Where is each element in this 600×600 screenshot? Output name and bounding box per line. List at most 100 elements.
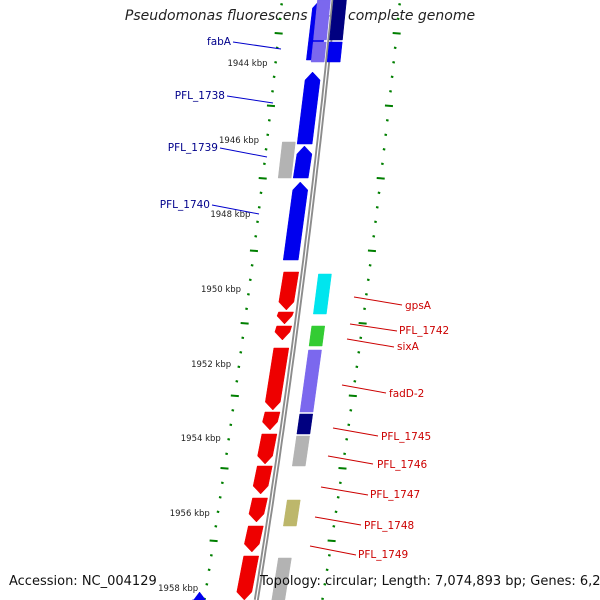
inner-ring-tick xyxy=(231,409,235,412)
outer-ring-tick xyxy=(376,177,385,180)
outer-ring-tick xyxy=(377,191,381,195)
outer-ring-tick xyxy=(372,235,376,238)
cog-track-10 xyxy=(291,435,310,467)
gene-gpsA-feature xyxy=(278,271,300,311)
inner-ring-tick xyxy=(271,90,274,93)
outer-ring-tick xyxy=(336,496,340,499)
inner-ring-tick xyxy=(259,191,263,195)
outer-ring-tick xyxy=(358,322,367,325)
inner-ring-tick xyxy=(239,351,243,354)
gene-label-leader xyxy=(211,204,260,215)
gene-next-feature xyxy=(236,555,260,600)
gene-sixA-feature xyxy=(274,325,293,341)
inner-ring-tick xyxy=(258,177,267,180)
cog-track-6 xyxy=(313,273,332,315)
outer-ring-tick xyxy=(325,568,329,572)
outer-ring-tick xyxy=(374,220,377,224)
outer-ring-tick xyxy=(384,133,388,137)
cog-track-9 xyxy=(296,413,314,435)
scale-label: 1952 kbp xyxy=(191,360,231,370)
inner-ring-tick xyxy=(267,119,271,122)
scale-label: 1950 kbp xyxy=(201,285,241,295)
inner-ring-tick xyxy=(256,220,259,224)
scale-label: 1946 kbp xyxy=(219,136,259,146)
gene-PFL_1738-feature xyxy=(296,71,321,145)
outer-ring-tick xyxy=(345,438,349,441)
inner-ring-tick xyxy=(280,3,284,6)
inner-ring-tick xyxy=(230,394,239,398)
inner-ring-tick xyxy=(235,380,239,383)
inner-ring-tick xyxy=(264,148,268,151)
gene-fadD-2-feature xyxy=(265,347,290,411)
inner-ring-tick xyxy=(254,235,258,238)
outer-ring-tick xyxy=(385,119,389,122)
outer-ring-tick xyxy=(380,162,384,166)
scale-label: 1948 kbp xyxy=(210,210,250,220)
tick-ring-group xyxy=(203,3,402,600)
gene-label-leader xyxy=(314,516,362,526)
inner-ring-tick xyxy=(274,61,278,64)
outer-ring-tick xyxy=(338,467,347,470)
inner-ring-tick xyxy=(275,46,279,50)
inner-ring-tick xyxy=(278,17,282,21)
inner-ring-tick xyxy=(209,554,213,557)
inner-ring-tick xyxy=(227,438,231,441)
inner-ring-tick xyxy=(214,525,218,528)
outer-ring-tick xyxy=(366,278,370,282)
gene-label-leader xyxy=(349,323,398,332)
outer-ring-tick xyxy=(349,409,353,412)
gene-label-PFL_1749: PFL_1749 xyxy=(358,549,408,561)
outer-ring-tick xyxy=(338,481,342,485)
outer-ring-tick xyxy=(327,554,331,557)
cog-track-11 xyxy=(283,499,301,527)
outer-ring-tick xyxy=(392,32,401,35)
cog-track-7 xyxy=(308,325,326,347)
inner-ring-tick xyxy=(229,423,233,427)
outer-ring-tick xyxy=(363,307,366,311)
inner-ring-tick xyxy=(266,133,270,137)
gene-label-PFL_1745: PFL_1745 xyxy=(381,431,431,443)
inner-ring-tick xyxy=(220,481,224,485)
gene-label-PFL_1740: PFL_1740 xyxy=(160,199,210,211)
inner-ring-tick xyxy=(218,496,222,499)
inner-ring-tick xyxy=(266,104,276,108)
cog-track-4 xyxy=(310,41,327,63)
gene-PFL_1749-feature xyxy=(244,525,264,553)
outer-ring-tick xyxy=(384,104,394,108)
outer-ring-tick xyxy=(368,264,372,267)
outer-ring-tick xyxy=(367,249,377,253)
outer-ring-tick xyxy=(375,206,379,209)
gene-PFL_1746-feature xyxy=(257,433,278,465)
inner-ring-tick xyxy=(245,307,248,311)
outer-ring-tick xyxy=(393,46,397,50)
inner-ring-tick xyxy=(274,32,283,35)
gene-label-PFL_1738: PFL_1738 xyxy=(175,90,225,102)
gene-label-group: fabA PFL_1738 PFL_1739 PFL_1740 gpsA PFL_1742… xyxy=(160,36,449,561)
gene-label-fabA: fabA xyxy=(207,36,232,48)
outer-ring-tick xyxy=(343,452,347,456)
outer-ring-tick xyxy=(359,336,363,340)
feature-track-group xyxy=(192,0,347,600)
outer-ring-tick xyxy=(323,583,327,586)
gene-label-PFL_1748: PFL_1748 xyxy=(364,520,414,532)
gene-label-PFL_1742: PFL_1742 xyxy=(399,325,449,337)
inner-ring-tick xyxy=(246,293,250,296)
scale-label: 1944 kbp xyxy=(227,59,267,69)
gene-label-leader xyxy=(232,41,282,50)
outer-ring-tick xyxy=(321,597,324,600)
scale-label-group: 1944 kbp 1946 kbp 1948 kbp 1950 kbp 1952 kbp… xyxy=(158,59,267,594)
backbone-highlight xyxy=(255,0,335,600)
gene-label-fadD-2: fadD-2 xyxy=(389,388,424,400)
scale-label: 1956 kbp xyxy=(170,509,210,519)
gene-label-leader xyxy=(341,384,387,394)
gene-label-sixA: sixA xyxy=(397,341,420,353)
cog-track-3 xyxy=(326,41,343,63)
gene-lower-feature xyxy=(192,591,206,600)
outer-ring-tick xyxy=(392,61,396,64)
gene-PFL_1739-feature xyxy=(292,145,313,179)
inner-ring-tick xyxy=(248,278,252,282)
inner-ring-tick xyxy=(262,162,266,166)
inner-ring-tick xyxy=(216,510,220,514)
inner-ring-tick xyxy=(272,75,276,79)
inner-ring-tick xyxy=(237,365,241,369)
